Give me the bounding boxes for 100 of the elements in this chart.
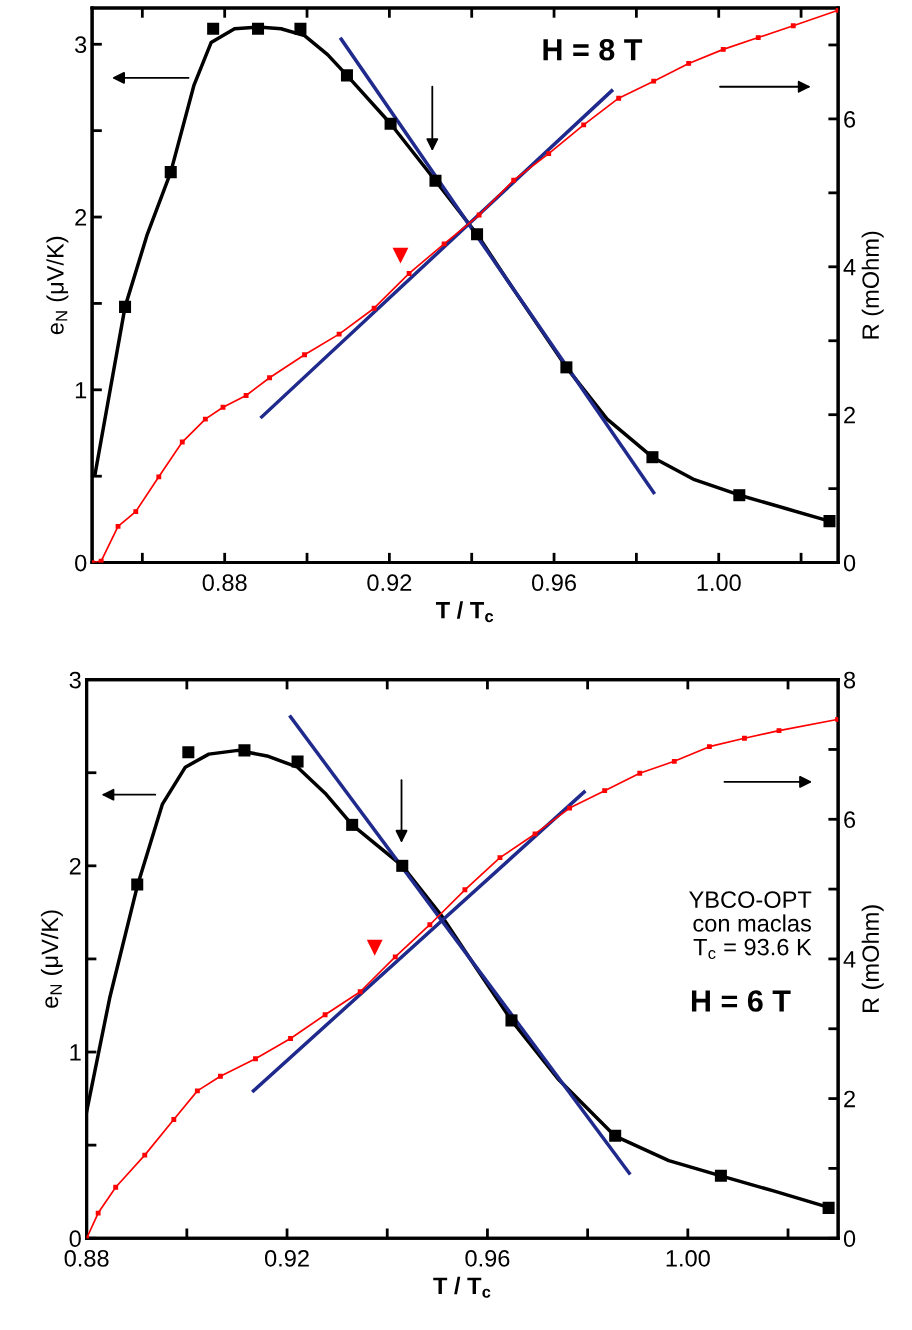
point — [429, 174, 442, 187]
x-tick-label: 0.88 — [202, 574, 247, 592]
y2-axis-title: R (mOhm) — [861, 231, 884, 339]
point — [217, 1073, 223, 1079]
point — [253, 1056, 258, 1062]
y-axis-title: e$_{N}$ (μV/K) — [40, 910, 63, 1008]
x-axis-title: T / T$_{c}$ — [433, 1276, 491, 1298]
point — [720, 46, 726, 52]
x-axis-title: T / T$_{c}$ — [435, 601, 494, 623]
point — [609, 1129, 622, 1142]
y-tick-label: 1 — [70, 1044, 81, 1061]
y-tick-label: 2 — [75, 209, 87, 226]
y-tick-label: 1 — [75, 382, 87, 399]
point — [238, 744, 251, 757]
point — [267, 375, 272, 381]
point — [706, 744, 712, 750]
point — [291, 755, 304, 768]
point — [366, 939, 383, 956]
point — [637, 770, 643, 776]
point — [505, 1014, 518, 1027]
point — [686, 61, 692, 66]
point — [142, 1152, 148, 1158]
annotation: YBCO-OPT con maclas T$_{c}$ = 93.6 K — [689, 891, 812, 960]
point — [546, 151, 552, 157]
point — [202, 416, 208, 422]
point — [822, 1201, 835, 1214]
point — [790, 23, 796, 29]
point — [336, 331, 342, 337]
point — [714, 1169, 727, 1182]
point — [357, 989, 363, 995]
point — [322, 1012, 328, 1018]
point — [392, 247, 409, 264]
point — [207, 22, 220, 35]
y-tick-label: 3 — [75, 36, 87, 54]
point — [755, 35, 761, 40]
x-tick-label: 1.00 — [666, 1249, 710, 1267]
y2-tick-label: 0 — [843, 1230, 856, 1248]
point — [294, 22, 307, 35]
point — [133, 509, 139, 514]
point — [156, 474, 162, 480]
point — [581, 122, 587, 128]
y-axis-title: e$_{N}$ (μV/K) — [46, 236, 69, 335]
point — [243, 393, 249, 398]
y2-tick-label: 4 — [843, 259, 856, 276]
point — [182, 746, 195, 759]
point — [616, 95, 622, 101]
x-tick-label: 0.92 — [367, 574, 412, 592]
point — [113, 1184, 119, 1190]
point — [646, 451, 659, 464]
point — [119, 300, 132, 313]
point — [427, 922, 433, 928]
point — [384, 117, 397, 130]
x-tick-label: 0.88 — [64, 1249, 109, 1267]
x-tick-label: 0.96 — [532, 574, 576, 592]
point — [340, 69, 353, 82]
point — [776, 728, 782, 734]
point — [823, 515, 836, 528]
y-tick-label: 0 — [75, 554, 87, 572]
x-tick-label: 0.92 — [264, 1249, 309, 1267]
y-tick-label: 3 — [69, 671, 81, 689]
point — [220, 404, 226, 410]
point — [733, 489, 746, 502]
y2-tick-label: 4 — [843, 951, 856, 968]
y2-axis-title: R (mOhm) — [861, 905, 884, 1013]
point — [441, 241, 447, 247]
point — [835, 7, 839, 13]
point — [179, 439, 185, 445]
y2-tick-label: 2 — [844, 1090, 855, 1108]
y2-tick-label: 6 — [844, 811, 856, 829]
point — [835, 716, 839, 722]
y-tick-label: 0 — [69, 1230, 81, 1248]
point — [462, 887, 468, 893]
point — [602, 788, 608, 794]
point — [302, 352, 307, 358]
point — [346, 818, 359, 831]
point — [476, 212, 482, 218]
point — [164, 166, 177, 179]
point — [560, 361, 573, 374]
y2-tick-label: 8 — [844, 671, 856, 689]
point — [471, 228, 484, 241]
annotation: H = 8 T — [543, 38, 643, 61]
point — [392, 954, 398, 960]
x-tick-label: 1.00 — [697, 574, 741, 592]
annotation: H = 6 T — [691, 990, 791, 1012]
point — [371, 305, 377, 311]
point — [511, 177, 517, 183]
x-tick-label: 0.96 — [465, 1249, 510, 1267]
point — [115, 523, 121, 529]
point — [671, 758, 677, 764]
point — [406, 271, 412, 276]
point — [252, 22, 265, 35]
y2-tick-label: 2 — [844, 406, 855, 424]
point — [396, 859, 409, 872]
point — [194, 1088, 200, 1094]
point — [171, 1117, 177, 1122]
point — [742, 735, 747, 741]
y2-tick-label: 0 — [843, 554, 856, 572]
point — [497, 855, 503, 861]
point — [651, 78, 657, 84]
point — [95, 1210, 101, 1216]
